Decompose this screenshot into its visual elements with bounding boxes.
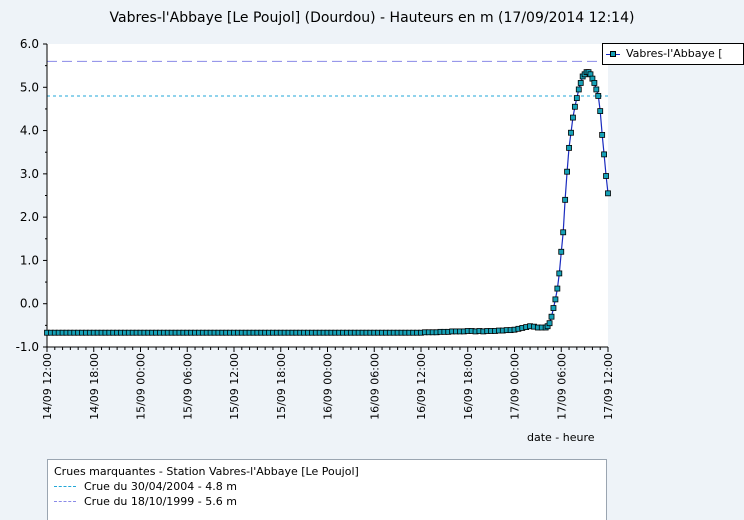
x-tick-label: 16/09 00:00 [322,353,335,420]
data-point [564,168,570,175]
x-tick-label: 15/09 00:00 [135,353,148,420]
y-tick-label: 5.0 [20,80,39,94]
x-tick-label: 16/09 06:00 [368,353,381,420]
data-point [556,270,563,277]
x-tick-label: 15/09 06:00 [181,353,194,420]
x-tick-label: 14/09 18:00 [88,353,101,420]
data-point [599,131,606,138]
data-point [601,151,608,158]
data-point [568,129,574,136]
data-point [548,313,555,320]
chart-plot: 6.0 5.0 4.0 3.0 2.0 1.0 0.0 -1.014/09 12:00 14/0… [16,37,615,420]
crue-1999-swatch [54,501,76,502]
x-axis-label: date - heure [527,431,595,444]
y-tick-label: 1.0 [20,253,39,267]
x-tick-label: 17/09 00:00 [509,353,522,420]
series-legend: Vabres-l'Abbaye [ [602,43,744,65]
data-point [605,190,611,197]
y-tick-label: 4.0 [20,124,39,138]
x-tick-label: 16/09 18:00 [462,353,475,420]
data-point [560,229,567,236]
data-point [595,93,602,99]
data-point [570,114,576,121]
y-tick-label: 3.0 [20,167,39,181]
crue-2004-label: Crue du 30/04/2004 - 4.8 m [84,480,237,493]
crue-1999-label: Crue du 18/10/1999 - 5.6 m [84,495,237,508]
x-tick-label: 17/09 12:00 [602,353,615,420]
y-tick-label: -1.0 [16,340,39,354]
crues-legend-box: Crues marquantes - Station Vabres-l'Abba… [47,459,607,520]
crue-2004-swatch [54,486,76,487]
legend-label: Vabres-l'Abbaye [ [626,47,723,60]
x-tick-label: 15/09 18:00 [275,353,288,420]
data-point [575,86,582,93]
x-tick-label: 15/09 12:00 [228,353,241,420]
y-tick-label: 2.0 [20,210,39,224]
data-point [597,108,604,114]
legend-marker-swatch [610,51,616,57]
crues-heading: Crues marquantes - Station Vabres-l'Abba… [54,465,359,478]
x-tick-label: 14/09 12:00 [41,353,54,420]
data-point [566,144,572,151]
data-point [603,173,609,179]
data-point [550,305,557,311]
y-tick-label: 6.0 [20,37,39,51]
data-point [562,196,569,203]
plot-area [47,44,608,347]
x-tick-label: 16/09 12:00 [415,353,428,420]
x-tick-label: 17/09 06:00 [555,353,568,420]
data-point [554,285,561,292]
y-tick-label: 0.0 [20,297,39,311]
data-point [593,86,600,93]
chart-title: Vabres-l'Abbaye [Le Poujol] (Dourdou) - … [109,10,635,26]
data-point [591,80,598,86]
data-point [546,320,553,327]
data-point [577,80,584,86]
data-point [573,95,580,102]
data-point [558,248,565,255]
data-point [552,296,559,303]
data-point [571,103,578,110]
